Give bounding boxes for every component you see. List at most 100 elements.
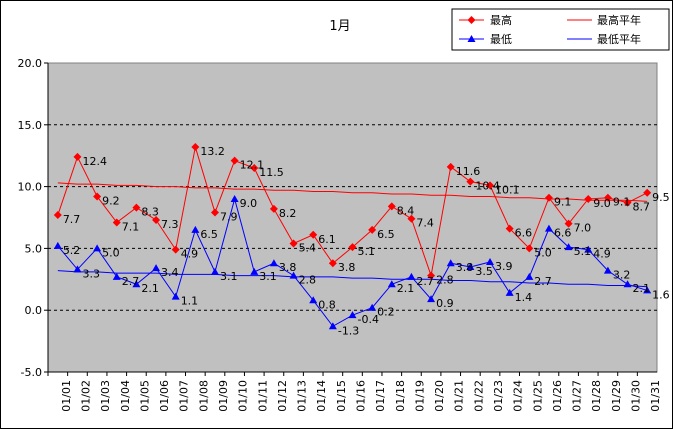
data-label: 2.7	[534, 275, 552, 288]
data-label: 3.3	[82, 267, 100, 280]
point-min	[191, 225, 200, 233]
data-label: 11.5	[259, 166, 284, 179]
legend-marker-diamond	[467, 16, 476, 24]
point-min	[446, 259, 455, 267]
data-label: 3.1	[259, 270, 277, 283]
data-label: 5.4	[299, 241, 317, 254]
point-min	[230, 194, 239, 202]
data-label: 9.5	[652, 191, 670, 204]
point-max	[643, 188, 652, 197]
data-label: 5.2	[63, 244, 81, 257]
data-label: 2.7	[122, 275, 139, 288]
data-label: 12.4	[82, 155, 107, 168]
data-label: -0.4	[358, 313, 379, 326]
data-label: 7.7	[63, 213, 81, 226]
data-labels: 7.7 12.4 9.27.18.37.3 4.9 13.2 7.9 12.111.5 8.2…	[63, 145, 670, 337]
point-min	[348, 311, 357, 319]
point-min	[132, 280, 141, 288]
x-tick-label: 01/02	[79, 380, 92, 412]
point-min	[368, 303, 377, 311]
x-tick-label: 01/27	[571, 380, 584, 412]
point-max	[309, 230, 318, 239]
data-label: 4.9	[593, 248, 611, 261]
data-label: 0.8	[318, 298, 336, 311]
point-max	[73, 152, 82, 161]
data-label: 9.0	[593, 197, 611, 210]
data-label: 2.1	[397, 282, 415, 295]
plot-area	[47, 62, 658, 373]
point-max	[250, 164, 259, 173]
point-min	[152, 264, 161, 272]
point-min	[564, 243, 573, 251]
point-min	[112, 272, 121, 280]
point-min	[584, 245, 593, 253]
point-max	[289, 239, 298, 248]
x-tick-label: 01/08	[197, 380, 210, 412]
point-max	[486, 181, 495, 190]
data-label: 6.6	[554, 227, 572, 240]
data-label: 3.8	[456, 261, 474, 274]
x-tick-label: 01/16	[355, 380, 368, 412]
point-min	[53, 241, 62, 249]
x-tick-label: 01/13	[296, 380, 309, 412]
y-tick-label: 10.0	[18, 181, 43, 194]
point-min	[427, 295, 436, 303]
point-max	[191, 143, 200, 152]
data-label: 9.2	[102, 194, 120, 207]
y-tick-label: -5.0	[21, 366, 42, 379]
point-min	[171, 292, 180, 300]
point-min	[623, 280, 632, 288]
x-tick-label: 01/14	[315, 380, 328, 412]
data-label: 11.6	[456, 165, 481, 178]
point-max	[466, 177, 475, 186]
x-tick-label: 01/25	[531, 380, 544, 412]
x-tick-label: 01/10	[237, 380, 250, 412]
data-label: 1.4	[515, 291, 533, 304]
data-label: 0.9	[436, 297, 454, 310]
point-max	[584, 194, 593, 203]
point-max	[544, 193, 553, 202]
data-label: 8.7	[633, 201, 651, 214]
data-label: 2.8	[299, 274, 317, 287]
data-label: 6.1	[318, 233, 336, 246]
x-tick-label: 01/30	[630, 380, 643, 412]
data-label: 2.8	[436, 274, 454, 287]
data-label: 4.9	[181, 248, 199, 261]
data-label: 6.5	[377, 228, 395, 241]
y-tick-label: 5.0	[25, 242, 43, 255]
data-label: 8.3	[141, 206, 159, 219]
point-max	[368, 225, 377, 234]
point-min	[289, 271, 298, 279]
data-label: 7.4	[416, 217, 434, 230]
data-label: 6.6	[515, 227, 533, 240]
data-label: 0.2	[377, 306, 395, 319]
point-max	[427, 271, 436, 280]
data-label: 3.2	[613, 269, 631, 282]
x-tick-label: 01/05	[138, 380, 151, 412]
data-label: 1.6	[652, 288, 670, 301]
data-label: 9.1	[554, 196, 572, 209]
data-label: 5.1	[358, 245, 376, 258]
legend-box	[451, 8, 670, 51]
x-tick-label: 01/09	[217, 380, 230, 412]
data-label: 7.1	[122, 220, 139, 233]
x-tick-label: 01/21	[453, 380, 466, 412]
point-max	[505, 224, 514, 233]
x-tick-label: 01/24	[512, 380, 525, 412]
point-max	[564, 219, 573, 228]
legend: 最高 最高平年 最低 最低平年	[451, 8, 670, 51]
x-tick-label: 01/18	[394, 380, 407, 412]
data-label: 7.0	[574, 222, 592, 235]
point-max	[387, 202, 396, 211]
legend-marker-triangle	[467, 35, 476, 42]
axes: 20.0 15.0 10.0 5.0 0.0 -5.0 01/01 01/02 01/03 01/…	[18, 57, 663, 412]
point-max	[53, 211, 62, 220]
x-tick-label: 01/22	[472, 380, 485, 412]
legend-label-max-normal: 最高平年	[597, 13, 641, 27]
point-max	[269, 204, 278, 213]
data-label: 5.0	[102, 246, 120, 259]
point-min	[250, 267, 259, 275]
x-tick-label: 01/11	[256, 380, 269, 412]
data-label: 10.1	[495, 183, 519, 196]
data-label: 3.8	[279, 261, 297, 274]
